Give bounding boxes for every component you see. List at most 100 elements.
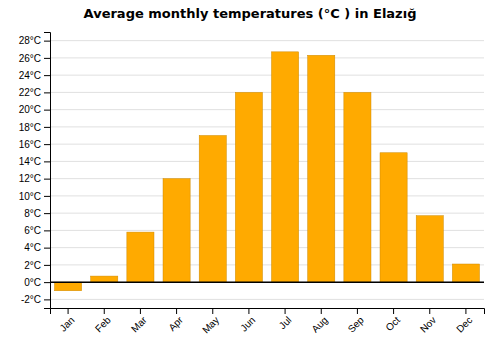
y-tick: 12°C [19,173,50,184]
title: Average monthly temperatures (°C ) in El… [84,6,417,21]
bar [308,55,335,282]
y-tick-mark [44,75,50,76]
plot: -2°C 0°C 2°C 4°C 6°C 8°C 10°C 12°C 14°C 16°C 18°C 2… [19,33,485,336]
y-tick-mark [44,110,50,111]
y-tick-mark [44,127,50,128]
y-axis: -2°C 0°C 2°C 4°C 6°C 8°C 10°C 12°C 14°C 16°C 18°C 2… [19,33,51,309]
baseline [50,281,484,283]
y-tick: -2°C [21,294,50,305]
x-tick-mark [321,308,322,314]
x-tick: Dec [454,308,474,335]
x-tick-label: Jul [277,314,294,331]
grid-line [50,213,484,214]
grid-line [50,299,484,300]
bar [344,92,371,282]
y-tick: 4°C [24,242,50,253]
bar [452,264,479,282]
bar [55,282,82,291]
x-tick: Oct [383,308,402,333]
y-tick-label: 12°C [19,173,41,184]
y-tick-mark [44,282,50,283]
y-tick: 20°C [19,104,50,115]
x-axis-line [51,309,485,315]
y-tick-label: 6°C [24,225,41,236]
bar [416,216,443,282]
bar [380,153,407,282]
y-tick-mark [44,265,50,266]
grid-line [50,178,484,179]
y-tick-mark [44,144,50,145]
x-tick-mark [248,308,249,314]
bar [127,232,154,282]
x-tick: Jul [277,308,294,331]
bar [91,276,118,282]
x-tick-mark [393,308,394,314]
y-tick-label: 8°C [24,208,41,219]
x-tick: Jan [57,308,76,334]
y-tick-label: 14°C [19,156,41,167]
y-tick: 10°C [19,191,50,202]
y-tick-mark [44,196,50,197]
x-tick: Aug [309,308,329,335]
x-tick-mark [429,308,430,314]
grid-line [50,161,484,162]
bar [199,136,226,283]
y-tick-label: 24°C [19,70,41,81]
x-tick-label: Feb [93,314,113,334]
y-tick-mark [44,92,50,93]
grid-line [50,195,484,196]
y-tick-mark [44,179,50,180]
x-tick: Apr [166,308,185,333]
y-tick-label: -2°C [21,294,41,305]
y-tick: 22°C [19,87,50,98]
x-tick: Feb [93,308,113,334]
grid-line [50,144,484,145]
grid [50,41,484,300]
y-axis-line [44,33,51,309]
x-tick: Jun [238,308,257,334]
y-tick: 8°C [24,208,50,219]
x-tick-label: Oct [383,314,402,333]
x-tick: Mar [129,308,149,334]
x-tick-mark [104,308,105,314]
y-tick: 24°C [19,70,50,81]
y-tick-label: 2°C [24,260,41,271]
x-tick-label: Nov [418,314,438,334]
x-tick-label: Mar [129,314,149,334]
x-tick-label: Apr [166,314,185,333]
y-tick-label: 20°C [19,104,41,115]
y-tick-mark [44,58,50,59]
grid-line [50,126,484,127]
y-tick-mark [44,161,50,162]
y-tick-label: 0°C [24,277,41,288]
y-tick: 6°C [24,225,50,236]
y-tick: 14°C [19,156,50,167]
y-tick: 18°C [19,122,50,133]
bars [50,52,484,291]
grid-line [50,75,484,76]
x-tick-mark [68,308,69,314]
grid-line [50,109,484,110]
y-tick-mark [44,299,50,300]
grid-line [50,40,484,41]
x-tick-label: Sep [346,314,367,335]
x-tick: May [200,308,221,336]
y-tick: 28°C [19,35,50,46]
x-tick-label: Jun [238,314,257,333]
y-tick: 16°C [19,139,50,150]
x-tick-label: Jan [57,314,76,333]
y-tick-mark [44,248,50,249]
bar [272,52,299,282]
bar [163,179,190,283]
y-tick-label: 22°C [19,87,41,98]
x-tick-mark [212,308,213,314]
y-tick: 26°C [19,53,50,64]
x-tick-mark [465,308,466,314]
x-tick-label: Dec [454,314,474,334]
x-tick-mark [285,308,286,314]
y-tick-label: 16°C [19,139,41,150]
y-tick-mark [44,41,50,42]
x-tick-label: May [200,314,221,335]
x-tick: Sep [346,308,367,335]
y-tick-label: 26°C [19,53,41,64]
